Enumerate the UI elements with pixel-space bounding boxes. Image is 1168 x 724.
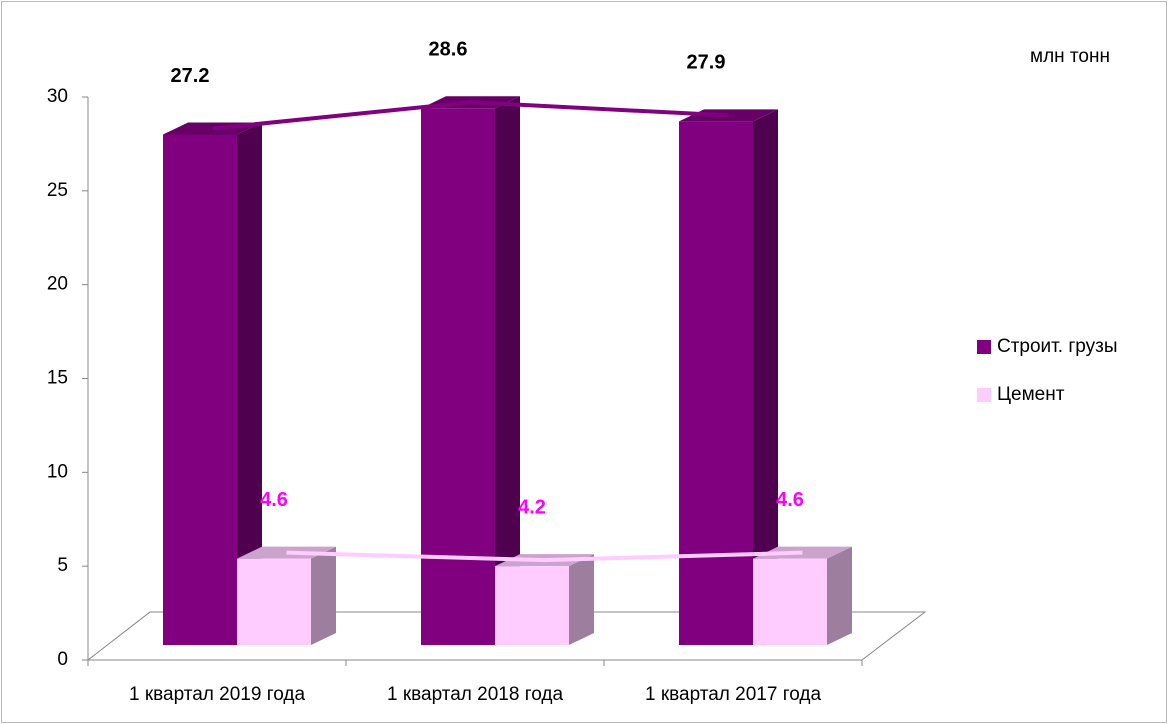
- bar: [163, 122, 262, 645]
- trend-line: [212, 100, 729, 131]
- bar-side: [827, 546, 852, 645]
- y-tick-label: 20: [47, 274, 68, 295]
- bar-side: [569, 554, 594, 645]
- bar-side: [495, 96, 520, 646]
- bar-front: [753, 558, 827, 645]
- legend-swatch: [977, 340, 991, 354]
- y-tick-label: 0: [57, 649, 68, 670]
- bar-front: [421, 108, 495, 646]
- bar-front: [163, 134, 237, 645]
- data-label: 27.9: [687, 52, 726, 74]
- y-tick-label: 25: [47, 180, 68, 201]
- y-tick-label: 10: [47, 461, 68, 482]
- bar-front: [495, 566, 569, 645]
- y-tick-label: 15: [47, 368, 68, 389]
- bar-front: [237, 558, 311, 645]
- bar-front: [679, 121, 753, 645]
- data-label: 4.6: [776, 489, 804, 511]
- bar-side: [311, 546, 336, 645]
- data-label: 4.6: [260, 489, 288, 511]
- y-tick-label: 30: [47, 86, 68, 107]
- bar-side: [753, 109, 778, 645]
- x-tick-label: 1 квартал 2018 года: [387, 684, 563, 705]
- x-tick-label: 1 квартал 2019 года: [129, 684, 305, 705]
- bar-side: [237, 122, 262, 645]
- bar: [679, 109, 778, 645]
- legend-label: Цемент: [997, 384, 1065, 405]
- unit-annotation: млн тонн: [1030, 46, 1110, 67]
- data-label: 27.2: [171, 65, 210, 87]
- bar: [237, 546, 336, 645]
- trend-line: [286, 550, 803, 563]
- x-tick-label: 1 квартал 2017 года: [645, 684, 821, 705]
- data-label: 4.2: [518, 496, 546, 518]
- bar: [495, 554, 594, 645]
- y-tick-label: 5: [57, 555, 68, 576]
- bar: [421, 96, 520, 646]
- data-label: 28.6: [429, 39, 468, 61]
- legend-swatch: [977, 388, 991, 402]
- bar: [753, 546, 852, 645]
- legend-label: Строит. грузы: [997, 336, 1117, 357]
